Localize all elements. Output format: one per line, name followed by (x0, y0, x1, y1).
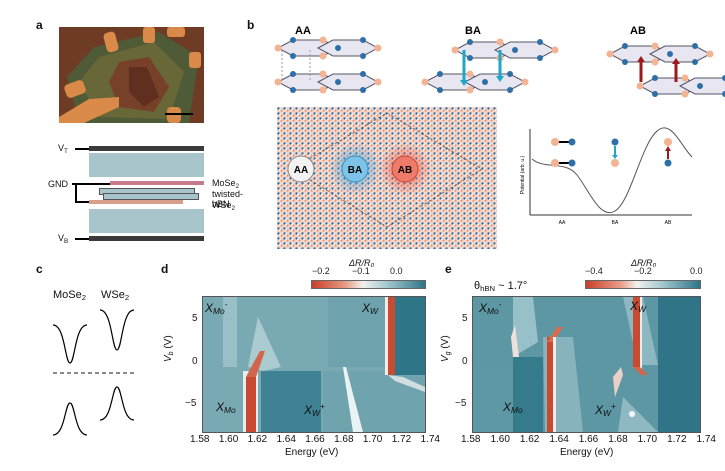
vb-wire (75, 238, 89, 240)
gnd-wire-vertical (75, 183, 77, 202)
panel-label-a: a (36, 18, 43, 32)
y-tick: 0 (462, 356, 468, 367)
colorbar-d-title: ΔR/R₀ (349, 258, 375, 268)
stacking-ba: BA (421, 25, 559, 94)
stacking-ab: AB (606, 25, 725, 98)
band-diagram (52, 309, 135, 436)
mose2-label: MoSe2 (212, 178, 240, 190)
heatmap-d-image (203, 297, 425, 432)
wse2-conduction-band (99, 309, 135, 351)
mose2-conduction-band (52, 324, 88, 364)
annotation-xw-plus: XW+ (595, 401, 616, 418)
y-tick: 5 (462, 313, 468, 324)
y-tick: −5 (185, 398, 197, 409)
colorbar-d-tick: −0.1 (352, 266, 370, 276)
ab-dimer-icon (664, 138, 672, 167)
gnd-wire (72, 183, 110, 185)
wse2-title: WSe2 (101, 289, 130, 302)
site-aa: AA (287, 155, 315, 183)
stacking-aa: AA (274, 25, 382, 94)
colorbar-e-tick: −0.4 (585, 266, 603, 276)
annotation-xmo: XMo (503, 400, 523, 415)
aa-dimer-icon (551, 138, 576, 167)
colorbar-e (585, 280, 701, 289)
svg-text:AA: AA (294, 165, 308, 176)
y-tick: −5 (455, 398, 467, 409)
xlabel-e: Energy (eV) (560, 447, 614, 458)
svg-text:AB: AB (398, 165, 412, 176)
svg-text:AA: AA (559, 220, 566, 225)
ylabel-e: Vg (V) (440, 335, 452, 362)
xlabel-d: Energy (eV) (285, 447, 339, 458)
twist-angle-label: θhBN ~ 1.7° (474, 280, 528, 293)
colorbar-e-tick: −0.2 (634, 266, 652, 276)
gnd-label: GND (48, 179, 68, 189)
svg-text:BA: BA (465, 25, 481, 37)
annotation-xmo: XMo (216, 400, 236, 415)
panel-label-d: d (161, 262, 169, 276)
heatmap-d: XMo- XW XMo XW+ (202, 296, 426, 433)
vt-wire (75, 148, 89, 150)
potential-ylabel: Potential (arb. u.) (520, 155, 526, 194)
xticks-d: 1.58 1.60 1.62 1.64 1.66 1.68 1.70 1.72 1.74 (190, 434, 440, 445)
colorbar-d (311, 280, 426, 289)
potential-plot: Potential (arb. u.) AA BA AB (520, 127, 693, 225)
micrograph-image (59, 27, 204, 123)
heatmap-e-image (473, 297, 700, 432)
wse2-valence-band (99, 386, 135, 421)
site-ab: AB (391, 155, 419, 183)
device-schematic: VT GND VB MoSe2 twisted-hBN WSe2 (0, 140, 250, 255)
heatmap-e: XMo- XW XMo XW+ (472, 296, 701, 433)
panel-label-c: c (36, 262, 43, 276)
mose2-layer (110, 181, 204, 185)
ba-dimer-icon (611, 138, 619, 167)
bottom-gate (89, 236, 204, 241)
mose2-valence-band (52, 402, 88, 436)
wse2-label: WSe2 (212, 200, 236, 212)
svg-text:BA: BA (612, 220, 619, 225)
svg-text:AB: AB (630, 25, 646, 37)
svg-text:BA: BA (348, 165, 362, 176)
vt-label: VT (58, 143, 68, 155)
annotation-xw-plus: XW+ (304, 401, 325, 418)
colorbar-e-title: ΔR/R₀ (631, 258, 657, 268)
bottom-hbn (89, 209, 204, 233)
top-gate (89, 146, 204, 151)
moire-lattice: AA BA AB (277, 107, 497, 249)
y-tick: 5 (192, 313, 198, 324)
colorbar-d-tick: −0.2 (312, 266, 330, 276)
annotation-xw: XW (362, 301, 378, 316)
moire-pattern: AA BA AB (277, 107, 497, 249)
wse2-layer (89, 200, 183, 204)
top-hbn (89, 153, 204, 177)
site-ba: BA (341, 155, 369, 183)
colorbar-e-tick: 0.0 (690, 266, 703, 276)
annotation-xmo-minus: XMo- (479, 299, 502, 316)
stacking-configurations: AA BA AB (274, 25, 725, 98)
annotation-xw: XW (630, 299, 646, 314)
twisted-hbn-label: twisted-hBN (212, 189, 244, 209)
annotation-xmo-minus: XMo- (205, 299, 228, 316)
optical-micrograph (59, 27, 204, 123)
colorbar-d-tick: 0.0 (390, 266, 403, 276)
xticks-e: 1.58 1.60 1.62 1.64 1.66 1.68 1.70 1.72 1.74 (461, 434, 716, 445)
gnd-wire-bottom (75, 201, 89, 203)
mose2-title: MoSe2 (53, 289, 87, 302)
y-tick: 0 (192, 356, 198, 367)
vb-label: VB (58, 233, 69, 245)
hbn-layer-2 (103, 193, 199, 200)
panel-label-e: e (445, 262, 452, 276)
svg-text:AB: AB (665, 220, 672, 225)
ylabel-d: Vb (V) (163, 335, 175, 362)
panel-label-b: b (247, 18, 255, 32)
svg-text:AA: AA (295, 25, 311, 37)
